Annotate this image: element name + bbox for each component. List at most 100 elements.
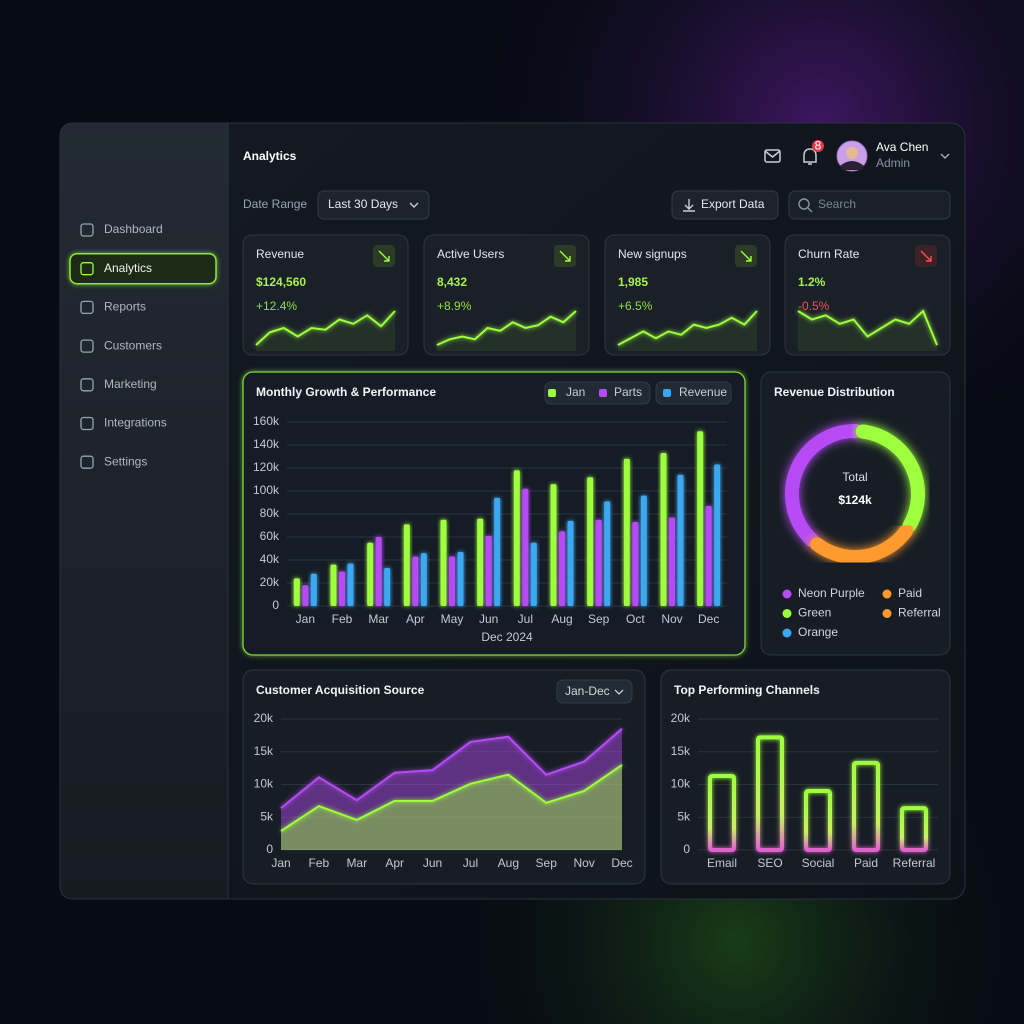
user-role: Admin: [876, 156, 910, 170]
nav-item[interactable]: Settings: [104, 454, 147, 468]
user-menu-chevron[interactable]: [940, 153, 950, 159]
bar: [485, 535, 492, 606]
kpi-label: Active Users: [437, 247, 504, 261]
legend-swatch: [548, 389, 556, 397]
nav-item[interactable]: Marketing: [104, 377, 157, 391]
sparkline: [617, 310, 758, 346]
donut-segment: [784, 423, 864, 548]
y-tick-label: 80k: [260, 506, 280, 520]
y-tick-label: 0: [266, 842, 273, 856]
kpi-change: +6.5%: [618, 299, 653, 313]
chart-title: Monthly Growth & Performance: [256, 385, 436, 399]
export-button[interactable]: [671, 190, 779, 220]
bar: [477, 518, 484, 606]
bar: [522, 488, 529, 606]
page-title: Analytics: [243, 149, 297, 163]
mail-shape: [764, 149, 781, 163]
x-tick-label: Nov: [661, 612, 682, 626]
bar: [640, 495, 647, 606]
x-axis-label: Dec 2024: [481, 630, 533, 644]
filter-select[interactable]: [556, 679, 633, 704]
legend-swatch: [782, 589, 792, 599]
x-tick-label: Jan: [296, 612, 315, 626]
nav-icon: [80, 223, 94, 237]
search-icon: [798, 198, 810, 210]
nav-icon: [80, 300, 94, 315]
nav-icon: [80, 378, 94, 392]
bar: [708, 773, 736, 852]
bar: [310, 573, 317, 606]
y-tick-label: 0: [272, 598, 279, 612]
x-tick-label: Dec: [698, 612, 719, 626]
x-tick-label: Mar: [346, 856, 367, 870]
nav-item[interactable]: Reports: [104, 300, 146, 314]
nav-item[interactable]: Analytics: [104, 261, 152, 275]
nav-item[interactable]: Integrations: [104, 416, 167, 430]
kpi-value: 8,432: [437, 275, 467, 289]
x-tick-label: Jun: [479, 612, 498, 626]
x-tick-label: Mar: [368, 612, 389, 626]
sparkline-fill: [256, 311, 395, 351]
kpi-icon-glyph: [920, 250, 932, 262]
kpi-icon-glyph: [740, 250, 752, 262]
donut-segment: [810, 523, 914, 564]
area-fill: [281, 764, 622, 850]
y-tick-label: 20k: [254, 711, 274, 725]
bar: [330, 564, 337, 606]
y-tick-label: 140k: [253, 437, 280, 451]
avatar-body: [840, 161, 864, 170]
sparkline-fill: [437, 311, 576, 351]
legend-swatch: [782, 628, 792, 638]
avatar[interactable]: [836, 140, 868, 172]
x-tick-label: Referral: [893, 856, 936, 870]
legend-swatch: [599, 389, 607, 397]
donut-center-label: Total: [842, 470, 867, 484]
x-tick-label: SEO: [757, 856, 782, 870]
legend-label: Orange: [798, 625, 838, 639]
nav-icon: [80, 339, 94, 353]
nav-item[interactable]: Customers: [104, 338, 162, 352]
x-tick-label: Dec: [611, 856, 632, 870]
y-tick-label: 10k: [254, 777, 274, 791]
x-tick-label: Feb: [309, 856, 330, 870]
legend-swatch: [882, 609, 892, 618]
x-tick-label: May: [441, 612, 464, 626]
bar: [714, 464, 721, 606]
bar: [595, 519, 602, 606]
bar: [567, 520, 574, 606]
user-name: Ava Chen: [876, 140, 928, 154]
legend-label: Jan: [566, 385, 585, 399]
legend-label: Neon Purple: [798, 586, 865, 600]
x-tick-label: Sep: [588, 612, 610, 626]
nav-active-bg: [69, 252, 217, 285]
legend-label: Parts: [614, 385, 642, 399]
x-tick-label: Nov: [573, 856, 594, 870]
kpi-change: +8.9%: [437, 299, 472, 313]
sparkline-fill: [618, 311, 757, 351]
search-placeholder: Search: [818, 197, 856, 211]
y-tick-label: 160k: [253, 414, 280, 428]
kpi-icon-glyph: [378, 250, 390, 262]
date-range-label: Date Range: [243, 197, 307, 211]
kpi-change: +12.4%: [256, 299, 297, 313]
kpi-card: [242, 234, 409, 356]
bell-icon[interactable]: [803, 140, 824, 165]
bell-shape: [803, 148, 817, 165]
bar: [403, 524, 410, 606]
y-tick-label: 0: [683, 842, 690, 856]
kpi-card: [604, 234, 771, 356]
legend-label: Paid: [898, 586, 922, 600]
search-input[interactable]: [788, 190, 951, 220]
x-tick-label: Social: [802, 856, 835, 870]
donut-segment: [855, 424, 926, 533]
mail-icon[interactable]: [764, 149, 781, 163]
date-range-select[interactable]: [317, 190, 430, 220]
x-tick-label: Jul: [518, 612, 533, 626]
nav-item[interactable]: Dashboard: [104, 222, 163, 236]
y-tick-label: 120k: [253, 460, 280, 474]
bar: [367, 542, 374, 606]
bar: [705, 505, 712, 606]
nav-icon: [80, 455, 94, 469]
bar: [550, 484, 557, 606]
